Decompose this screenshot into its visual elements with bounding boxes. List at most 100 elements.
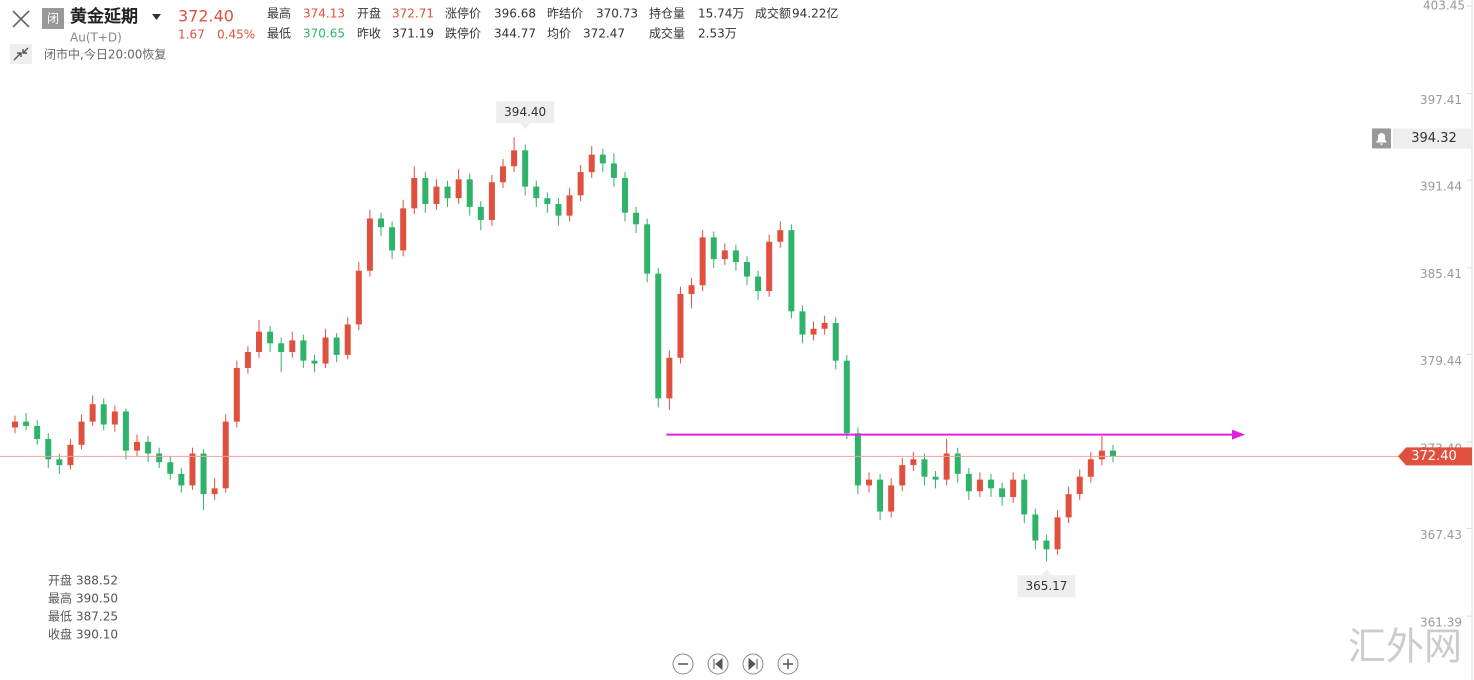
candle-body xyxy=(34,425,41,440)
candle-body xyxy=(666,357,673,399)
candle-body xyxy=(566,195,573,216)
info-label: 最低 xyxy=(48,610,72,624)
info-value: 390.10 xyxy=(76,628,118,642)
candle-body xyxy=(433,186,440,205)
candle-body xyxy=(1010,479,1017,498)
candle-body xyxy=(111,411,118,425)
candle-body xyxy=(366,218,373,271)
step-back[interactable] xyxy=(707,653,729,675)
candle-body xyxy=(344,324,351,355)
callout-box xyxy=(1017,575,1076,598)
candle-body xyxy=(455,179,462,199)
candle-body xyxy=(899,465,906,486)
candle-body xyxy=(45,439,52,460)
step-forward[interactable] xyxy=(742,653,764,675)
candle-body xyxy=(1076,476,1083,495)
callout-box xyxy=(496,101,555,124)
stat-label: 成交量 xyxy=(649,26,685,41)
stat-label: 最低 xyxy=(267,27,291,41)
candle-body xyxy=(788,230,795,312)
candle-body xyxy=(167,462,174,474)
stat-value: 94.22亿 xyxy=(792,6,838,21)
y-tick-label: 397.41 xyxy=(1420,93,1462,107)
zoom-in[interactable] xyxy=(777,653,799,675)
price: 372.40 xyxy=(178,7,234,26)
candle-body xyxy=(599,154,606,164)
alert-label: 394.32 xyxy=(1411,131,1457,146)
callout-pointer xyxy=(1041,569,1052,576)
stat-label: 均价 xyxy=(547,27,571,41)
candle-body xyxy=(710,237,717,260)
candle-body xyxy=(677,293,684,358)
candle-body xyxy=(100,404,107,425)
zoom-out[interactable] xyxy=(672,653,694,675)
info-value: 390.50 xyxy=(76,592,118,606)
candle-body xyxy=(533,186,540,199)
stat-label: 成交额 xyxy=(755,6,791,21)
candle-body xyxy=(12,421,18,428)
candle-body xyxy=(156,453,163,463)
stat-label: 昨结价 xyxy=(547,7,583,21)
stat-label: 最高 xyxy=(267,6,291,21)
candle-body xyxy=(588,154,595,173)
info-label: 开盘 xyxy=(48,573,72,588)
candle-body xyxy=(67,444,74,466)
drawn-line-arrow xyxy=(1232,429,1245,440)
change: 1.67 xyxy=(178,28,205,42)
stat-label: 开盘 xyxy=(357,6,381,21)
badge: 闭 xyxy=(47,12,59,26)
candle-body xyxy=(411,177,418,209)
info-value: 387.25 xyxy=(76,610,118,624)
candle-body xyxy=(699,237,706,286)
collapse-button[interactable] xyxy=(10,44,32,64)
candle-body xyxy=(832,322,839,361)
current-price-label: 372.40 xyxy=(1411,449,1457,464)
candle-body xyxy=(267,331,274,344)
candle-body xyxy=(355,270,362,325)
candle-body xyxy=(300,340,307,361)
candle-body xyxy=(511,150,518,167)
code: Au(T+D) xyxy=(70,31,122,45)
candle-body xyxy=(555,204,562,216)
candle-body xyxy=(965,473,972,492)
candle-body xyxy=(843,360,850,434)
candle-body xyxy=(200,453,207,495)
stat-value: 370.65 xyxy=(303,27,345,41)
candle-body xyxy=(544,198,551,205)
candle-body xyxy=(389,227,396,251)
stat-value: 370.73 xyxy=(596,7,638,21)
candle-body xyxy=(655,273,662,399)
stat-value: 2.53万 xyxy=(698,27,737,41)
close-button[interactable] xyxy=(12,10,30,28)
candle-body xyxy=(888,485,895,512)
candle-body xyxy=(976,479,983,492)
candle-body xyxy=(444,186,451,199)
candle-body xyxy=(755,276,762,292)
candle-body xyxy=(522,150,529,187)
candle-body xyxy=(278,343,285,352)
candle-body xyxy=(854,433,861,486)
candle-body xyxy=(488,182,495,220)
candle-body xyxy=(122,411,129,451)
instrument-name[interactable]: 黄金延期 xyxy=(70,6,138,27)
candle-body xyxy=(999,488,1006,498)
candle-body xyxy=(810,328,817,335)
stat-value: 372.71 xyxy=(392,7,434,21)
info-label: 最高 xyxy=(48,591,72,606)
candle-body xyxy=(633,212,640,225)
price-alert[interactable]: 394.32 xyxy=(1372,128,1472,149)
stat-value: 396.68 xyxy=(494,7,536,21)
info-value: 388.52 xyxy=(76,574,118,588)
dropdown-arrow[interactable] xyxy=(152,14,161,20)
stat-value: 372.47 xyxy=(583,27,625,41)
callout-label: 365.17 xyxy=(1025,579,1067,593)
candle-body xyxy=(89,404,96,422)
candle-body xyxy=(178,473,185,486)
candle-body xyxy=(1098,450,1105,460)
candle-body xyxy=(1065,494,1072,518)
y-tick-label: 403.45 xyxy=(1423,0,1465,13)
candle-body xyxy=(233,367,240,422)
watermark: 汇外网 xyxy=(1348,625,1462,669)
candle-body xyxy=(577,172,584,196)
